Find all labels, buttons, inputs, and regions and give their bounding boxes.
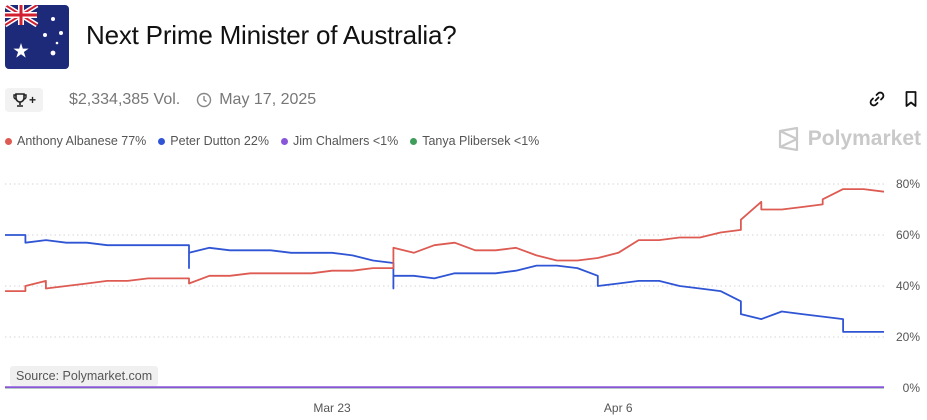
- price-chart: 80% 60% 40% 20% 0% Mar 23 Apr 6: [5, 177, 921, 415]
- y-tick-label: 60%: [896, 228, 920, 242]
- brand-name: Polymarket: [807, 127, 921, 150]
- end-date-text: May 17, 2025: [219, 91, 317, 108]
- legend-label: Anthony Albanese 77%: [17, 134, 147, 148]
- legend-label: Peter Dutton 22%: [170, 134, 269, 148]
- legend-item[interactable]: Tanya Plibersek <1%: [410, 134, 539, 148]
- legend-label: Tanya Plibersek <1%: [422, 134, 540, 148]
- y-tick-label: 40%: [896, 279, 920, 293]
- trophy-plus: +: [28, 93, 36, 107]
- trophy-icon: [13, 93, 27, 107]
- chart-legend: Anthony Albanese 77% Peter Dutton 22% Jim …: [5, 134, 539, 148]
- australia-flag-icon: [5, 5, 69, 69]
- x-tick-label: Mar 23: [313, 401, 351, 415]
- polymarket-brand: Polymarket: [778, 127, 921, 151]
- rewards-button[interactable]: +: [5, 88, 43, 112]
- polymarket-logo-icon: [778, 127, 798, 151]
- series-line[interactable]: [5, 188, 885, 292]
- series-line[interactable]: [5, 234, 884, 333]
- y-tick-label: 80%: [896, 177, 920, 191]
- legend-item[interactable]: Peter Dutton 22%: [158, 134, 269, 148]
- header-actions: [867, 89, 921, 109]
- market-meta: + $2,334,385 Vol. May 17, 2025: [5, 88, 332, 112]
- legend-item[interactable]: Anthony Albanese 77%: [5, 134, 146, 148]
- legend-dot: [5, 137, 12, 145]
- link-icon[interactable]: [867, 89, 887, 109]
- page-title: Next Prime Minister of Australia?: [86, 20, 457, 50]
- legend-dot: [280, 137, 288, 145]
- end-date: May 17, 2025: [196, 91, 316, 109]
- volume-label: $2,334,385 Vol.: [69, 91, 181, 108]
- bookmark-icon[interactable]: [901, 89, 921, 109]
- legend-dot: [158, 137, 166, 145]
- y-tick-label: 0%: [903, 381, 921, 395]
- legend-label: Jim Chalmers <1%: [292, 134, 399, 148]
- clock-icon: [197, 92, 212, 108]
- legend-item[interactable]: Jim Chalmers <1%: [280, 134, 399, 148]
- source-label: Source: Polymarket.com: [10, 366, 159, 386]
- legend-dot: [410, 137, 418, 145]
- y-tick-label: 20%: [896, 330, 920, 344]
- x-tick-label: Apr 6: [604, 401, 633, 415]
